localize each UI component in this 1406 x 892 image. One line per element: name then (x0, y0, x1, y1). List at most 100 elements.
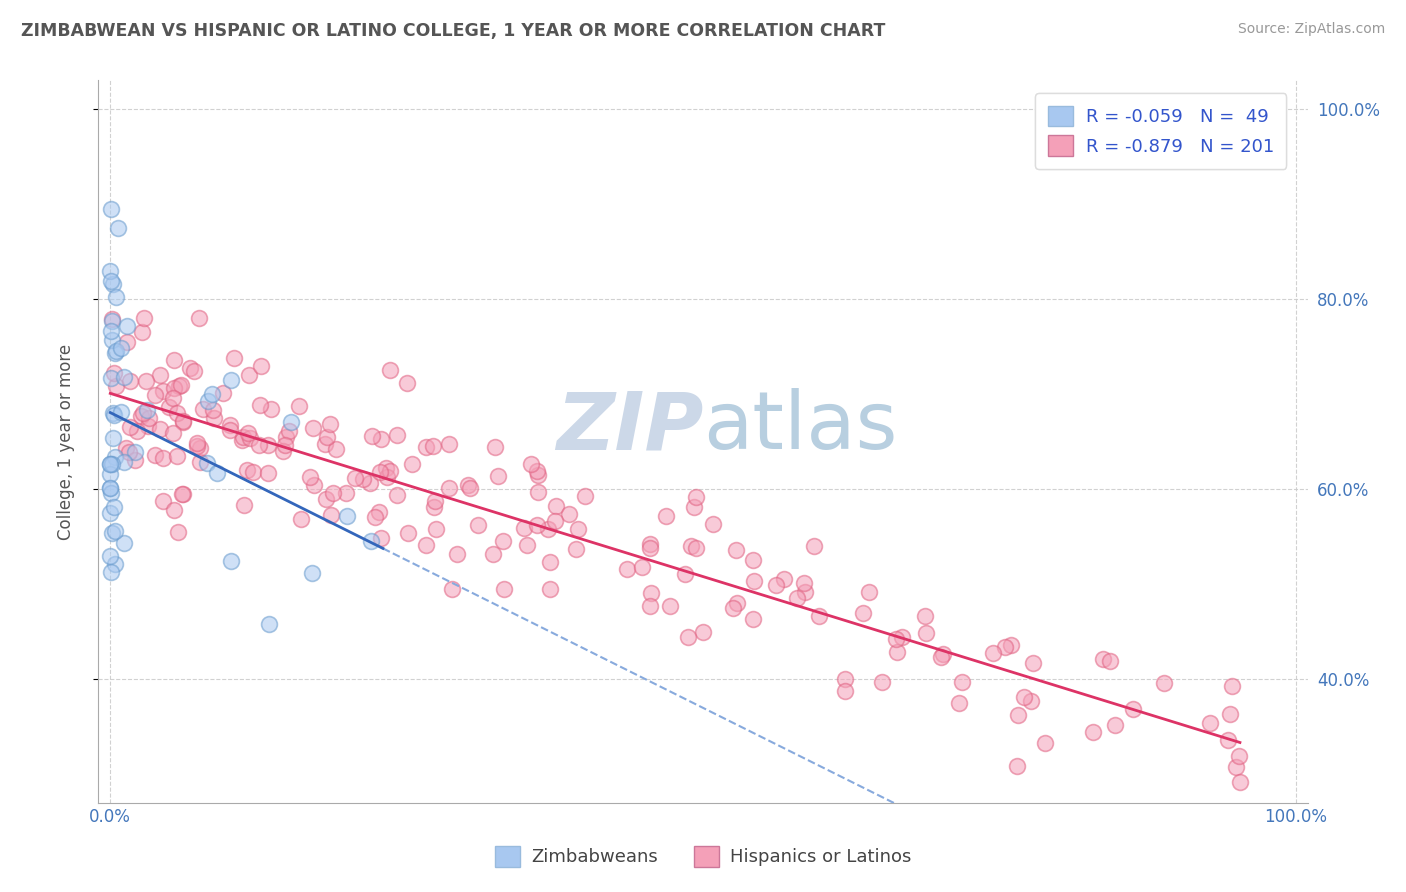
Legend: R = -0.059   N =  49, R = -0.879   N = 201: R = -0.059 N = 49, R = -0.879 N = 201 (1035, 93, 1286, 169)
Point (315, 491, 337, 506)
Point (117, 335, 139, 350)
Point (124, 452, 146, 467)
Point (114, 455, 136, 469)
Point (352, 472, 374, 486)
Point (884, 632, 907, 647)
Point (271, 443, 294, 458)
Point (149, 368, 172, 382)
Point (322, 485, 344, 500)
Point (170, 487, 193, 501)
Point (765, 578, 787, 592)
Point (491, 533, 513, 548)
Point (179, 360, 201, 375)
Point (981, 647, 1004, 661)
Point (441, 582, 464, 596)
Point (103, 500, 125, 514)
Point (654, 508, 676, 523)
Point (112, 536, 135, 550)
Point (274, 438, 297, 452)
Point (638, 537, 661, 551)
Point (1022, 656, 1045, 670)
Point (104, 557, 127, 571)
Point (422, 439, 444, 453)
Point (201, 403, 224, 417)
Point (132, 311, 155, 326)
Point (425, 522, 447, 536)
Point (249, 359, 271, 373)
Point (236, 463, 259, 477)
Point (98, 506, 121, 520)
Text: atlas: atlas (703, 388, 897, 467)
Point (242, 465, 264, 479)
Point (100, 549, 122, 564)
Point (803, 539, 825, 553)
Point (1229, 774, 1251, 789)
Point (124, 445, 146, 459)
Point (616, 562, 638, 576)
Point (361, 429, 384, 443)
Point (1081, 725, 1104, 739)
Point (886, 645, 908, 659)
Point (630, 559, 652, 574)
Point (115, 318, 138, 333)
Point (1000, 638, 1022, 652)
Point (467, 518, 489, 533)
Point (132, 406, 155, 420)
Point (231, 433, 253, 447)
Point (274, 430, 297, 444)
Point (368, 505, 391, 519)
Point (378, 363, 401, 377)
Point (676, 630, 699, 644)
Point (446, 547, 468, 561)
Point (149, 422, 172, 436)
Point (152, 384, 174, 398)
Point (193, 402, 215, 417)
Point (685, 490, 707, 504)
Point (360, 534, 382, 549)
Point (364, 509, 387, 524)
Point (336, 509, 359, 524)
Point (201, 387, 224, 401)
Point (702, 517, 724, 532)
Point (415, 440, 437, 454)
Point (152, 494, 174, 508)
Point (104, 450, 127, 464)
Point (993, 640, 1015, 654)
Point (101, 431, 124, 445)
Point (105, 290, 128, 304)
Point (118, 420, 141, 434)
Point (914, 609, 936, 624)
Point (212, 386, 235, 401)
Point (98, 467, 121, 482)
Point (772, 572, 794, 586)
Point (1220, 679, 1243, 693)
Point (101, 458, 124, 472)
Point (437, 481, 460, 495)
Point (929, 649, 952, 664)
Point (425, 494, 447, 508)
Point (1225, 760, 1247, 774)
Point (104, 524, 127, 539)
Point (932, 647, 955, 661)
Point (197, 394, 219, 409)
Point (512, 521, 534, 535)
Point (100, 274, 122, 288)
Point (101, 311, 124, 326)
Point (1219, 707, 1241, 722)
Point (172, 414, 194, 428)
Point (107, 221, 129, 235)
Point (914, 625, 936, 640)
Point (565, 541, 588, 556)
Point (136, 418, 159, 433)
Point (492, 582, 515, 596)
Point (100, 324, 122, 338)
Point (299, 470, 322, 484)
Point (574, 489, 596, 503)
Point (423, 500, 446, 514)
Point (335, 485, 357, 500)
Point (1099, 654, 1122, 668)
Point (163, 353, 186, 368)
Point (186, 439, 208, 453)
Point (526, 517, 548, 532)
Point (257, 616, 280, 631)
